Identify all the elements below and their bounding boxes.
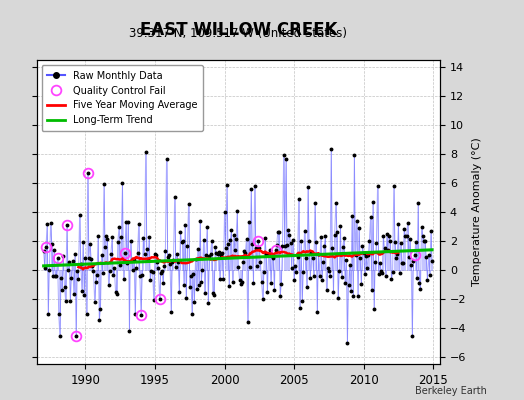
Title: EAST WILLOW CREEK: EAST WILLOW CREEK (140, 21, 337, 39)
Y-axis label: Temperature Anomaly (°C): Temperature Anomaly (°C) (472, 138, 482, 286)
Text: Berkeley Earth: Berkeley Earth (416, 386, 487, 396)
Legend: Raw Monthly Data, Quality Control Fail, Five Year Moving Average, Long-Term Tren: Raw Monthly Data, Quality Control Fail, … (41, 65, 203, 131)
Text: 39.317 N, 109.517 W (United States): 39.317 N, 109.517 W (United States) (129, 27, 347, 40)
